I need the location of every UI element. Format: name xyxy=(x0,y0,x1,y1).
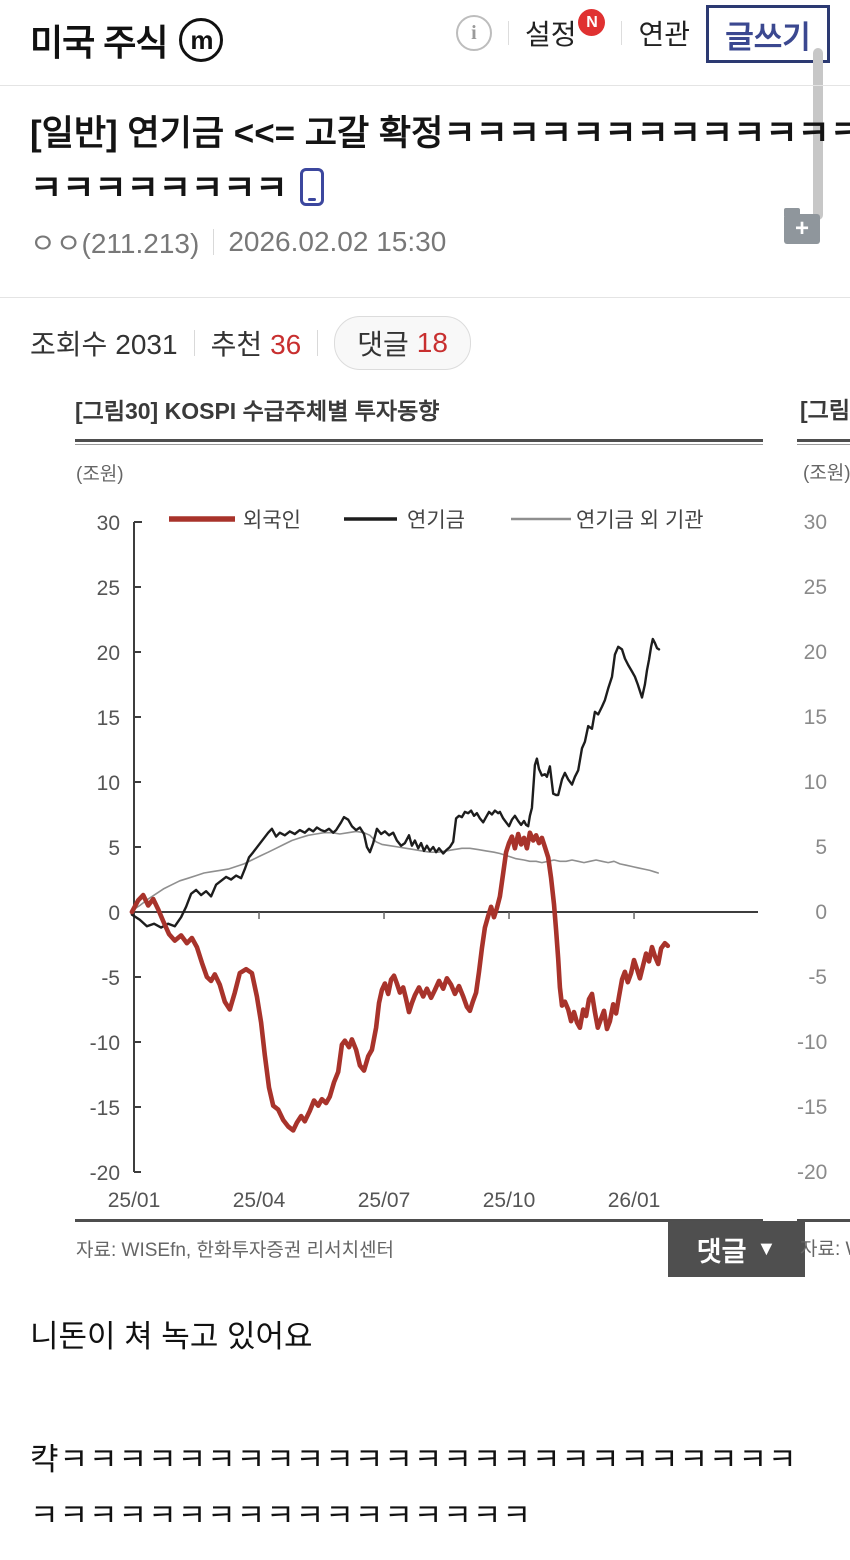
chart-bottom-rule xyxy=(75,1219,763,1222)
y-tick-label: -5 xyxy=(101,967,120,990)
chart-unit-label: (조원) xyxy=(76,464,124,485)
scrollbar-thumb[interactable] xyxy=(813,48,823,220)
adjacent-chart-unit-partial: (조원) xyxy=(803,463,850,484)
adjacent-y-tick-label: 30 xyxy=(803,511,827,534)
comments-label: 댓글 xyxy=(357,329,409,360)
stats-separator xyxy=(193,330,195,356)
series-연기금 외 기관 xyxy=(131,830,660,912)
legend-label-연기금 외 기관: 연기금 외 기관 xyxy=(576,509,704,532)
views-count: 2031 xyxy=(115,329,178,360)
y-tick-label: 20 xyxy=(97,642,120,665)
settings-label: 설정 xyxy=(524,19,577,50)
y-tick-label: 15 xyxy=(97,707,120,730)
minor-gallery-icon: m xyxy=(179,18,224,62)
y-tick-label: 5 xyxy=(108,837,120,860)
laughter-line-1: 캭ㅋㅋㅋㅋㅋㅋㅋㅋㅋㅋㅋㅋㅋㅋㅋㅋㅋㅋㅋㅋㅋㅋㅋㅋㅋ xyxy=(30,1442,798,1477)
info-icon[interactable]: i xyxy=(455,15,492,51)
meta-separator xyxy=(213,229,215,255)
post-title-line1: [일반] 연기금 <<= 고갈 확정ㅋㅋㅋㅋㅋㅋㅋㅋㅋㅋㅋㅋㅋ xyxy=(30,114,850,153)
header-menu: i 설정 N 연관 글쓰기 xyxy=(455,0,830,66)
y-tick-label: -20 xyxy=(90,1162,120,1185)
legend-label-외국인: 외국인 xyxy=(243,509,301,532)
likes-stat: 추천 36 xyxy=(211,323,302,363)
series-외국인 xyxy=(129,830,671,1133)
y-tick-label: 10 xyxy=(97,772,120,795)
x-tick-label: 25/10 xyxy=(483,1189,536,1212)
settings-menu-item[interactable]: 설정 N xyxy=(524,9,606,53)
chart-title: [그림30] KOSPI 수급주체별 투자동향 xyxy=(75,398,440,424)
views-stat: 조회수 2031 xyxy=(30,323,178,363)
post-body-laughter: 캭ㅋㅋㅋㅋㅋㅋㅋㅋㅋㅋㅋㅋㅋㅋㅋㅋㅋㅋㅋㅋㅋㅋㅋㅋㅋ ㅋㅋㅋㅋㅋㅋㅋㅋㅋㅋㅋㅋㅋ… xyxy=(30,1432,830,1544)
adjacent-y-tick-label: 5 xyxy=(815,836,827,859)
adjacent-chart-source-partial: 자료: WISEfn, 한화투자증권 리서치센터 xyxy=(800,1239,850,1260)
y-tick-label: 25 xyxy=(97,577,120,600)
x-tick-label: 26/01 xyxy=(608,1189,661,1212)
series-연기금 xyxy=(130,637,661,929)
chevron-down-icon: ▼ xyxy=(756,1237,777,1260)
post-title: [일반] 연기금 <<= 고갈 확정ㅋㅋㅋㅋㅋㅋㅋㅋㅋㅋㅋㅋㅋ ㅋㅋㅋㅋㅋㅋㅋㅋ xyxy=(30,106,850,216)
adjacent-y-tick-label: 0 xyxy=(815,901,827,924)
adjacent-y-tick-label: 15 xyxy=(803,706,827,729)
adjacent-y-tick-label: 10 xyxy=(803,771,827,794)
related-menu-item[interactable]: 연관 xyxy=(638,13,690,53)
mobile-phone-icon xyxy=(299,168,324,206)
y-tick-label: 0 xyxy=(108,902,120,925)
post-date: 2026.02.02 15:30 xyxy=(228,226,447,257)
likes-label: 추천 xyxy=(210,329,263,360)
related-label: 연관 xyxy=(638,19,690,50)
adjacent-y-tick-label: 20 xyxy=(803,641,827,664)
meta-divider xyxy=(0,297,850,298)
gallery-logo[interactable]: 미국 주식 m xyxy=(30,14,224,66)
views-label: 조회수 xyxy=(30,329,108,360)
kospi-investor-flow-chart: 30 25 20 15 10 5 0 -5 -10 -15 -20 25/01 25/04 25/07 25… xyxy=(90,509,758,1212)
gallery-title: 미국 주식 xyxy=(30,22,168,63)
x-tick-label: 25/07 xyxy=(358,1189,411,1212)
adjacent-chart-bottom-rule xyxy=(797,1219,850,1222)
post-meta: ㅇㅇ(211.213) 2026.02.02 15:30 xyxy=(30,222,446,262)
write-post-button[interactable]: 글쓰기 xyxy=(706,5,830,63)
comments-toggle-label: 댓글 xyxy=(696,1236,747,1267)
chart-source: 자료: WISEfn, 한화투자증권 리서치센터 xyxy=(76,1240,395,1261)
adjacent-y-tick-label: -20 xyxy=(797,1161,828,1184)
y-tick-label: -10 xyxy=(90,1032,120,1055)
chart-title-rule xyxy=(75,439,763,445)
y-tick-label: 30 xyxy=(97,512,120,535)
laughter-line-2: ㅋㅋㅋㅋㅋㅋㅋㅋㅋㅋㅋㅋㅋㅋㅋㅋㅋ xyxy=(30,1498,532,1533)
x-tick-label: 25/01 xyxy=(108,1189,161,1212)
app-header: 미국 주식 m i 설정 N 연관 글쓰기 xyxy=(0,0,850,85)
comments-toggle-button[interactable]: 댓글 ▼ xyxy=(668,1221,805,1277)
comments-count-pill[interactable]: 댓글 18 xyxy=(334,316,471,370)
adjacent-chart-title-rule xyxy=(797,439,850,445)
new-badge-icon: N xyxy=(578,9,606,36)
stats-separator xyxy=(317,330,319,356)
header-divider xyxy=(0,85,850,86)
menu-separator xyxy=(621,21,623,45)
post-author[interactable]: ㅇㅇ(211.213) xyxy=(30,228,200,259)
x-tick-label: 25/04 xyxy=(233,1189,286,1212)
adjacent-chart-partial: [그림30] KOSPI 수급주체별 투자동향 (조원) 30 25 20 15 10 5… xyxy=(797,388,850,1288)
folder-plus-icon[interactable]: + xyxy=(784,208,820,244)
post-stats: 조회수 2031 추천 36 댓글 18 xyxy=(30,316,471,370)
adjacent-y-tick-label: -5 xyxy=(808,966,827,989)
adjacent-chart-title-partial: [그림30] KOSPI 수급주체별 투자동향 xyxy=(800,397,850,423)
adjacent-y-tick-label: -15 xyxy=(797,1096,828,1119)
adjacent-y-tick-label: -10 xyxy=(797,1031,828,1054)
menu-separator xyxy=(507,21,509,45)
likes-count: 36 xyxy=(270,329,302,360)
adjacent-y-tick-label: 25 xyxy=(803,576,827,599)
post-title-line2: ㅋㅋㅋㅋㅋㅋㅋㅋ xyxy=(30,161,850,216)
legend-label-연기금: 연기금 xyxy=(407,509,465,532)
y-tick-label: -15 xyxy=(90,1097,120,1120)
post-body-line: 니돈이 쳐 녹고 있어요 xyxy=(30,1319,313,1354)
comments-count: 18 xyxy=(416,327,448,358)
